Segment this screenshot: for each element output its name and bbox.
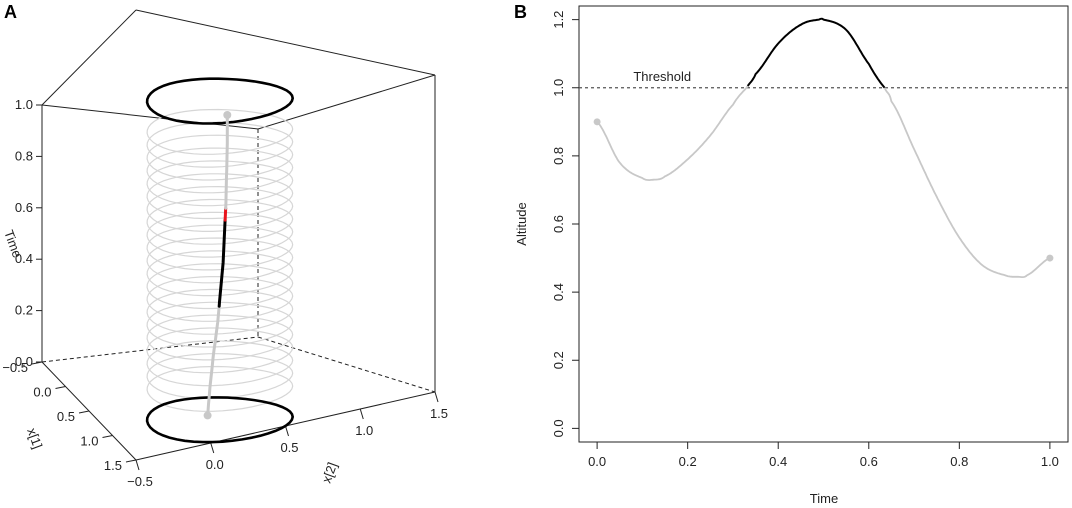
trajectory-segment bbox=[217, 218, 227, 308]
curve-endpoint bbox=[593, 118, 601, 126]
time-tick-label: 0.2 bbox=[15, 303, 33, 318]
threshold-label: Threshold bbox=[633, 69, 691, 84]
cylinder-ring bbox=[146, 185, 294, 232]
threshold: Threshold bbox=[579, 69, 1068, 89]
x2-tick-label: −0.5 bbox=[127, 474, 153, 489]
y-tick-label: 1.2 bbox=[551, 11, 566, 29]
x2-tick-mark bbox=[285, 425, 289, 437]
y-tick-label: 0.8 bbox=[551, 147, 566, 165]
cylinder-ring bbox=[146, 134, 294, 181]
x1-tick-label: 1.0 bbox=[80, 434, 98, 449]
cylinder-ring bbox=[146, 327, 294, 374]
cylinder-ring bbox=[146, 276, 294, 322]
x-tick-label: 0.6 bbox=[860, 454, 878, 469]
x1-axis-label: x[1] bbox=[24, 426, 45, 451]
x-tick-label: 1.0 bbox=[1041, 454, 1059, 469]
cylinder-ring bbox=[146, 353, 294, 399]
time-tick-label: 0.4 bbox=[15, 251, 33, 266]
x2-axis-ticks: −0.5 0.0 0.5 1.0 1.5 bbox=[127, 391, 448, 489]
time-axis-label: Time bbox=[1, 228, 25, 260]
x-axis-ticks: 0.0 0.2 0.4 0.6 0.8 1.0 bbox=[588, 442, 1059, 469]
cylinder-ring bbox=[146, 147, 294, 194]
cylinder-ring bbox=[146, 263, 294, 310]
y-axis-label: Altitude bbox=[514, 202, 529, 245]
time-tick-label: 0.0 bbox=[15, 354, 33, 369]
x1-tick-label: −0.5 bbox=[2, 360, 28, 375]
x1-tick-mark bbox=[125, 459, 137, 463]
x1-tick-label: 1.5 bbox=[104, 458, 122, 473]
cylinder-ring bbox=[146, 340, 294, 387]
curve-below-threshold bbox=[596, 85, 749, 182]
time-tick-label: 1.0 bbox=[15, 97, 33, 112]
x1-tick-label: 0.0 bbox=[33, 385, 51, 400]
x2-tick-label: 0.0 bbox=[206, 457, 224, 472]
cylinder-ring bbox=[146, 288, 294, 335]
x2-tick-mark bbox=[135, 459, 140, 471]
cylinder-ring bbox=[146, 108, 294, 155]
panel-letter-b: B bbox=[514, 2, 527, 22]
y-tick-label: 0.0 bbox=[551, 419, 566, 437]
x2-tick-label: 1.0 bbox=[355, 423, 373, 438]
cylinder-ring bbox=[146, 211, 294, 258]
trajectory-segment bbox=[224, 113, 229, 210]
curve-endpoint bbox=[1046, 254, 1054, 262]
trajectory-line bbox=[203, 111, 232, 420]
cylinder-ring bbox=[146, 237, 294, 284]
cylinder-ring bbox=[146, 121, 294, 168]
y-tick-label: 0.6 bbox=[551, 215, 566, 233]
y-tick-label: 1.0 bbox=[551, 79, 566, 97]
y-tick-label: 0.2 bbox=[551, 351, 566, 369]
threshold-cylinder bbox=[145, 77, 295, 444]
cylinder-bottom-ring bbox=[145, 396, 295, 444]
x-tick-label: 0.8 bbox=[950, 454, 968, 469]
time-tick-label: 0.8 bbox=[15, 148, 33, 163]
panel-b: B 0.0 0.2 0.4 0.6 0.8 1.0 0.0 0.2 0.4 0.6 0.8 1.0 1… bbox=[514, 2, 1069, 506]
x1-tick-mark bbox=[102, 435, 113, 438]
curve-above-threshold bbox=[746, 17, 886, 89]
trajectory-segment bbox=[223, 206, 228, 222]
x1-tick-mark bbox=[78, 410, 90, 414]
x1-tick-label: 0.5 bbox=[57, 409, 75, 424]
x1-axis-ticks: −0.5 0.0 0.5 1.0 1.5 bbox=[2, 360, 137, 473]
cylinder-ring bbox=[146, 173, 294, 220]
y-axis-ticks: 0.0 0.2 0.4 0.6 0.8 1.0 1.2 bbox=[551, 11, 579, 437]
curve-below-threshold bbox=[883, 87, 1051, 278]
x2-axis-label: x[2] bbox=[319, 460, 340, 485]
trajectory-end-point bbox=[223, 111, 232, 120]
panel-letter-a: A bbox=[4, 2, 17, 22]
x1-tick-mark bbox=[55, 386, 66, 389]
time-tick-label: 0.6 bbox=[15, 200, 33, 215]
x1-tick-mark bbox=[31, 361, 43, 365]
x2-tick-mark bbox=[434, 391, 439, 403]
box-frame bbox=[41, 9, 436, 461]
x2-tick-label: 1.5 bbox=[430, 406, 448, 421]
cylinder-ring bbox=[146, 314, 294, 361]
x-axis-label: Time bbox=[810, 491, 838, 506]
x-tick-label: 0.4 bbox=[769, 454, 787, 469]
cylinder-ring bbox=[146, 198, 294, 245]
cylinder-ring bbox=[146, 160, 294, 207]
x2-tick-mark bbox=[359, 408, 364, 420]
cylinder-ring bbox=[146, 365, 294, 412]
panel-a: A 0.00.20.40.60.81.0 Time −0.50.00.51.01… bbox=[1, 2, 448, 489]
trajectory-start-point bbox=[203, 411, 212, 420]
cylinder-ring bbox=[146, 301, 294, 348]
trajectory-segment bbox=[206, 304, 221, 417]
cylinder-ring bbox=[146, 250, 294, 297]
cylinder-top-ring bbox=[145, 77, 295, 125]
y-tick-label: 0.4 bbox=[551, 283, 566, 301]
x-tick-label: 0.2 bbox=[679, 454, 697, 469]
x2-tick-label: 0.5 bbox=[280, 440, 298, 455]
time-axis-ticks: 0.0 0.2 0.4 0.6 0.8 1.0 bbox=[15, 97, 42, 369]
altitude-curve bbox=[593, 17, 1054, 278]
x-tick-label: 0.0 bbox=[588, 454, 606, 469]
x2-tick-mark bbox=[210, 442, 215, 454]
cylinder-ring bbox=[146, 224, 294, 271]
